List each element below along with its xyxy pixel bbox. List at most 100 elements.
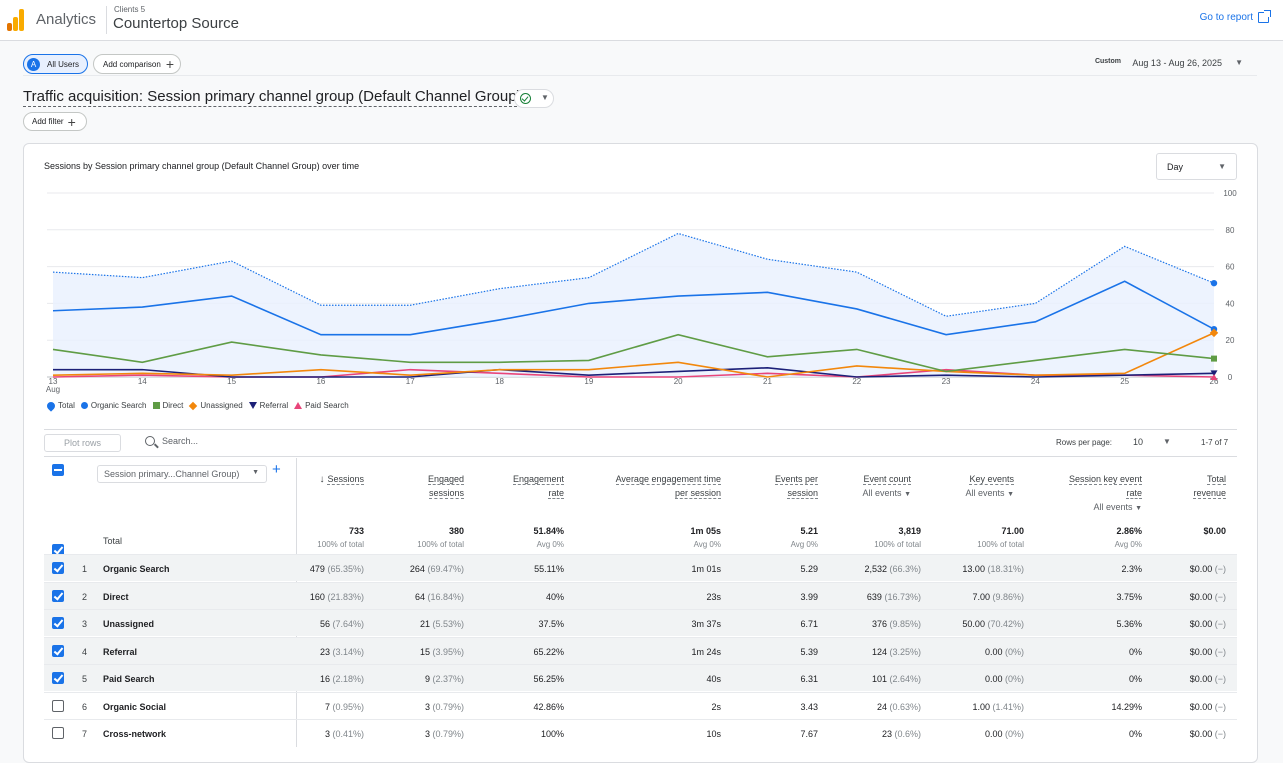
col-header-label: Events per xyxy=(774,474,818,485)
plot-rows-button[interactable]: Plot rows xyxy=(44,434,121,452)
x-tick-label: 26 xyxy=(1210,377,1219,386)
go-to-report-link[interactable]: Go to report xyxy=(1200,10,1271,23)
row-channel-label[interactable]: Organic Search xyxy=(103,564,170,574)
legend-item-paid-search[interactable]: Paid Search xyxy=(294,401,349,410)
col-header-sessions[interactable]: ↓ Sessions xyxy=(319,472,364,487)
property-selector[interactable]: Countertop Source xyxy=(113,15,239,32)
row-cell-avgtime: 3m 37s xyxy=(691,619,721,629)
row-channel-label[interactable]: Paid Search xyxy=(103,674,155,684)
account-name[interactable]: Clients 5 xyxy=(114,5,146,14)
col-header-avg-engagement-time[interactable]: Average engagement time per session xyxy=(615,472,721,500)
cell-value: 14.29% xyxy=(1111,701,1142,712)
row-channel-label[interactable]: Cross-network xyxy=(103,729,167,739)
row-index: 2 xyxy=(82,591,88,602)
segment-chip-all-users[interactable]: A All Users xyxy=(23,54,88,74)
legend-item-unassigned[interactable]: Unassigned xyxy=(189,401,243,410)
row-cell-keys: 0.00 (0%) xyxy=(985,674,1024,684)
end-marker-direct xyxy=(1211,355,1217,362)
col-header-key-events[interactable]: Key events All events ▼ xyxy=(966,472,1014,502)
dimension-select[interactable]: Session primary...Channel Group) ▼ xyxy=(97,465,267,483)
row-index: 4 xyxy=(82,646,88,657)
date-range-type: Custom xyxy=(1094,58,1121,65)
cell-percent: (18.31%) xyxy=(987,564,1024,574)
row-checkbox[interactable] xyxy=(52,589,64,602)
row-cell-avgtime: 2s xyxy=(711,702,721,712)
row-checkbox[interactable] xyxy=(52,727,64,739)
cell-percent: (2.64%) xyxy=(889,674,921,684)
cell-value: 0.00 xyxy=(984,674,1003,684)
cell-value: 1.00 xyxy=(972,701,990,712)
date-range-picker[interactable]: Aug 13 - Aug 26, 2025 xyxy=(1132,58,1222,68)
col-header-events-per-session[interactable]: Events per session xyxy=(774,472,818,500)
cell-percent: (3.95%) xyxy=(432,646,464,657)
event-filter-select[interactable]: All events ▼ xyxy=(966,486,1014,502)
cell-value: 5.29 xyxy=(800,564,818,574)
cell-percent: (65.35%) xyxy=(327,564,364,574)
row-checkbox[interactable] xyxy=(52,562,64,574)
table-row[interactable]: 5 Paid Search 16 (2.18%) 9 (2.37%) 56.25% 40s… xyxy=(44,664,1237,691)
col-header-label: rate xyxy=(1126,488,1142,499)
series-line-unassigned xyxy=(52,332,1215,378)
cell-percent: (0.6%) xyxy=(894,729,921,739)
col-header-total-revenue[interactable]: Total revenue xyxy=(1193,472,1226,500)
analytics-logo-icon[interactable] xyxy=(7,9,25,31)
add-comparison-button[interactable]: Add comparison + xyxy=(93,54,181,74)
event-filter-select[interactable]: All events ▼ xyxy=(863,486,911,502)
row-checkbox[interactable] xyxy=(52,617,64,629)
table-row[interactable]: 7 Cross-network 3 (0.41%) 3 (0.79%) 100% 10s 7… xyxy=(44,719,1237,746)
col-header-engaged-sessions[interactable]: Engaged sessions xyxy=(427,472,464,500)
add-filter-button[interactable]: Add filter + xyxy=(23,112,87,131)
row-channel-label[interactable]: Direct xyxy=(103,591,129,602)
cell-value: 10s xyxy=(706,729,721,739)
row-cell-sessions: 7 (0.95%) xyxy=(325,702,364,712)
row-channel-label[interactable]: Organic Social xyxy=(103,701,167,712)
table-row[interactable]: 4 Referral 23 (3.14%) 15 (3.95%) 65.22% 1m 24… xyxy=(44,636,1237,664)
total-value: $0.00 xyxy=(1203,526,1226,536)
table-row[interactable]: 1 Organic Search 479 (65.35%) 264 (69.47%) 5… xyxy=(44,554,1237,581)
interval-select[interactable]: Day ▼ xyxy=(1156,153,1237,180)
cell-value: 3 xyxy=(324,729,330,739)
report-title[interactable]: Traffic acquisition: Session primary cha… xyxy=(23,88,522,107)
row-channel-label[interactable]: Referral xyxy=(103,646,138,657)
y-tick-label: 100 xyxy=(1223,189,1237,198)
caret-down-icon[interactable]: ▼ xyxy=(1163,437,1171,446)
row-cell-eps: 6.31 xyxy=(800,674,818,684)
col-header-engagement-rate[interactable]: Engagement rate xyxy=(512,472,564,500)
cell-value: 264 xyxy=(409,564,425,574)
row-checkbox[interactable] xyxy=(52,644,64,657)
legend-item-total[interactable]: Total xyxy=(45,399,75,412)
total-sub: Avg 0% xyxy=(1114,540,1142,549)
report-status-chip[interactable]: ▼ xyxy=(514,89,554,108)
table-row[interactable]: 3 Unassigned 56 (7.64%) 21 (5.53%) 37.5% 3m 3… xyxy=(44,609,1237,636)
legend-item-direct[interactable]: Direct xyxy=(152,401,183,410)
total-row-checkbox[interactable] xyxy=(52,544,64,556)
legend-item-referral[interactable]: Referral xyxy=(248,401,288,410)
cell-percent: (7.64%) xyxy=(332,619,364,629)
select-all-checkbox[interactable] xyxy=(52,464,64,476)
cell-value: 23 xyxy=(319,646,330,657)
table-search-input[interactable] xyxy=(162,436,312,446)
col-header-event-count[interactable]: Event count All events ▼ xyxy=(863,472,911,502)
x-tick-label: 24 xyxy=(1031,377,1040,386)
legend-label: Organic Search xyxy=(90,401,147,410)
col-header-label: rate xyxy=(548,488,564,499)
row-checkbox[interactable] xyxy=(52,672,64,684)
x-tick-label: 16 xyxy=(316,377,325,386)
row-checkbox[interactable] xyxy=(52,699,64,712)
rows-per-page-select[interactable]: 10 xyxy=(1133,437,1144,447)
legend-item-organic-search[interactable]: Organic Search xyxy=(80,401,147,410)
line-chart[interactable]: 0 20 40 60 80 100 13 14 15 16 17 18 19 20 21 22 23 24 25 26… xyxy=(24,144,1259,394)
end-marker-referral xyxy=(1210,370,1218,377)
cell-value: 3.75% xyxy=(1116,591,1142,602)
add-dimension-plus-icon[interactable]: + xyxy=(272,461,281,478)
caret-down-icon[interactable]: ▼ xyxy=(1235,58,1243,67)
table-row[interactable]: 2 Direct 160 (21.83%) 64 (16.84%) 40% 23s 3.99… xyxy=(44,581,1237,609)
table-row[interactable]: 6 Organic Social 7 (0.95%) 3 (0.79%) 42.86% 2… xyxy=(44,691,1237,719)
cell-value: 6.71 xyxy=(800,619,818,629)
x-tick-label: 15 xyxy=(227,377,236,386)
col-header-session-key-event-rate[interactable]: Session key event rate All events ▼ xyxy=(1068,472,1142,516)
event-filter-select[interactable]: All events ▼ xyxy=(1069,500,1142,516)
row-channel-label[interactable]: Unassigned xyxy=(103,619,155,629)
cell-value: 56 xyxy=(319,619,330,629)
row-cell-events: 23 (0.6%) xyxy=(882,729,921,739)
